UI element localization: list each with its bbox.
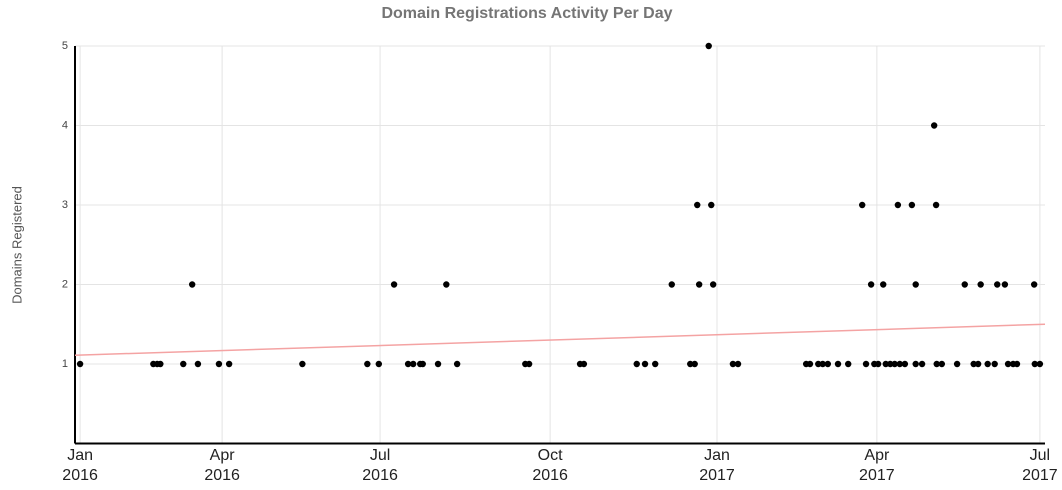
point [819, 360, 826, 368]
point [633, 360, 640, 368]
x-tick-label: Apr 2017 [859, 447, 895, 484]
point [1013, 360, 1021, 368]
point [404, 360, 412, 368]
point [188, 281, 196, 288]
y-tick-label: 1 [62, 358, 68, 370]
chart-title: Domain Registrations Activity Per Day [381, 5, 672, 22]
point [419, 360, 426, 368]
x-tick-label: Jul 2017 [1022, 447, 1058, 484]
x-tick-label: Jan 2017 [699, 447, 735, 484]
point [1030, 281, 1038, 288]
y-tick-label: 3 [62, 199, 68, 211]
point [977, 281, 984, 288]
point [815, 360, 822, 368]
point [194, 360, 202, 368]
point [859, 201, 866, 209]
point [641, 360, 649, 368]
point [157, 360, 164, 368]
point [687, 360, 694, 368]
point [880, 281, 887, 288]
point [375, 360, 383, 368]
point [390, 281, 398, 288]
x-tick-label: Jan 2016 [62, 447, 98, 484]
x-tick-label: Oct 2016 [532, 447, 568, 484]
point [912, 360, 919, 368]
point [705, 42, 712, 50]
point [930, 122, 938, 129]
point [991, 360, 998, 368]
point [691, 360, 698, 368]
point [984, 360, 991, 368]
point [409, 360, 417, 368]
point [668, 281, 675, 288]
y-tick-label: 4 [62, 119, 68, 131]
point [918, 360, 926, 368]
y-tick-label: 5 [62, 40, 68, 52]
point [882, 360, 889, 368]
x-tick-label: Apr 2016 [204, 447, 240, 484]
point [994, 281, 1001, 288]
point [525, 360, 533, 368]
point [734, 360, 742, 368]
point [580, 360, 588, 368]
point [844, 360, 852, 368]
y-axis-label: Domains Registered [9, 186, 24, 304]
point [729, 360, 737, 368]
point [709, 281, 717, 288]
point [824, 360, 832, 368]
point [453, 360, 461, 368]
point [708, 201, 715, 209]
point [932, 201, 940, 209]
point [695, 281, 703, 288]
point [894, 201, 902, 209]
point [443, 281, 450, 288]
point [806, 360, 814, 368]
point [76, 360, 84, 368]
point [299, 360, 306, 368]
point [970, 360, 977, 368]
point [867, 281, 875, 288]
point [225, 360, 233, 368]
point [974, 360, 982, 368]
point [862, 360, 870, 368]
point [215, 360, 223, 368]
point [953, 360, 961, 368]
x-tick-label: Jul 2016 [362, 447, 398, 484]
y-tick-label: 2 [62, 278, 68, 290]
point [834, 360, 842, 368]
point [434, 360, 442, 368]
point [874, 360, 882, 368]
point [933, 360, 940, 368]
point [652, 360, 659, 368]
point [912, 281, 919, 288]
point [908, 201, 916, 209]
point [901, 360, 909, 368]
trendline [74, 323, 1046, 357]
point [1031, 360, 1039, 368]
point [364, 360, 371, 368]
point [938, 360, 946, 368]
point [896, 360, 903, 368]
point [694, 201, 701, 209]
point [1036, 360, 1044, 368]
point [891, 360, 898, 368]
point [180, 360, 187, 368]
point [1001, 281, 1009, 288]
point [1004, 360, 1012, 368]
point [887, 360, 894, 368]
point [961, 281, 968, 288]
